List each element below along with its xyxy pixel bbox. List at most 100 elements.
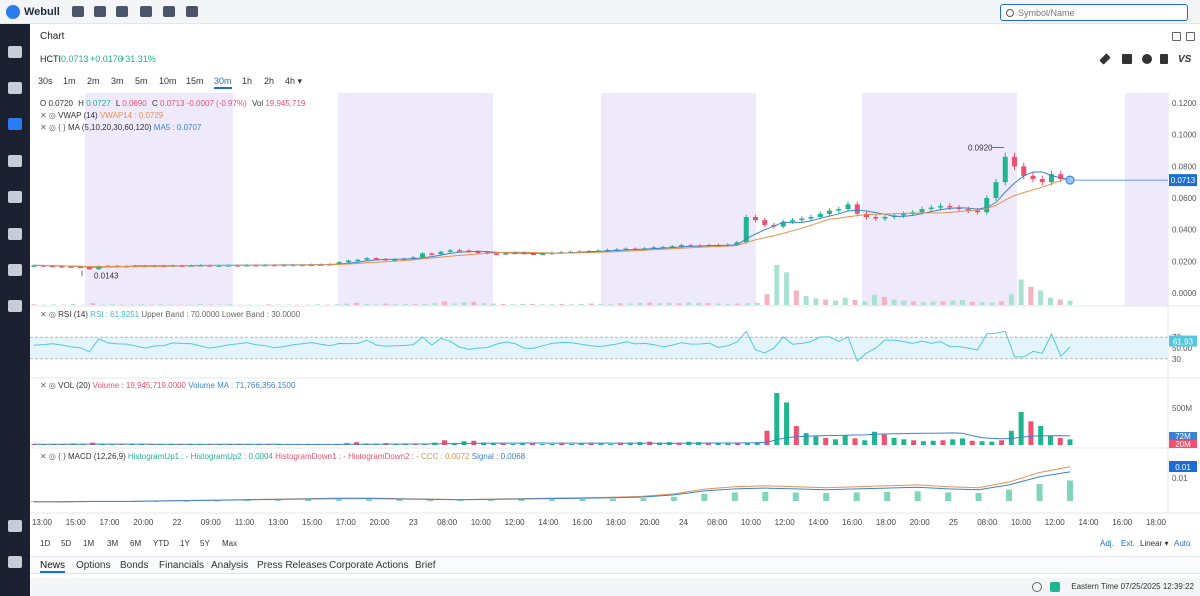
timeframe-7[interactable]: 30m (214, 76, 232, 89)
timeframe-0[interactable]: 30s (38, 76, 53, 86)
macd-hist-6 (213, 500, 220, 502)
screener-icon[interactable] (8, 191, 22, 203)
vol-bar-59 (608, 444, 614, 445)
indicator-icon[interactable] (1122, 54, 1132, 64)
vol-bar-104 (1047, 435, 1053, 445)
settings-icon[interactable] (8, 556, 22, 568)
webull-logo[interactable]: Webull (6, 5, 60, 19)
news-tab-4[interactable]: Analysis (211, 560, 249, 571)
ma-legend[interactable]: ✕ ◎ { } MA (5,10,20,30,60,120) MA5 : 0.0… (40, 123, 202, 132)
notification-icon[interactable] (186, 6, 198, 17)
alert-icon[interactable] (1142, 54, 1152, 64)
tools-icon[interactable] (8, 228, 22, 240)
range-1d[interactable]: 1D (40, 539, 51, 548)
wallet-icon[interactable] (8, 264, 22, 276)
timeframe-10[interactable]: 4h ▾ (285, 76, 303, 86)
monitor-icon[interactable] (116, 6, 128, 17)
vol-bar-85 (862, 440, 868, 445)
rsi-value: RSI : 61.9251 (90, 310, 140, 319)
megaphone-icon[interactable] (140, 6, 152, 17)
markets-icon[interactable] (8, 155, 22, 167)
news-tab-7[interactable]: Brief (415, 560, 436, 571)
timeframe-1[interactable]: 1m (63, 76, 76, 86)
macd-legend[interactable]: ✕ ◎ { } MACD (12,26,9) HistogramUp1 : - … (40, 452, 526, 461)
chart-area[interactable]: 0.1200 0.1000 0.0800 0.0600 0.0400 0.0200 0.00… (30, 93, 1200, 533)
macd-hist-23 (731, 492, 738, 501)
range-ytd[interactable]: YTD (153, 539, 169, 548)
ext-toggle[interactable]: Ext. (1121, 539, 1135, 548)
macd-hist-24 (762, 491, 769, 501)
range-5y[interactable]: 5Y (200, 539, 210, 548)
news-tab-6[interactable]: Corporate Actions (329, 560, 409, 571)
search-box[interactable] (1000, 4, 1188, 21)
vol-legend[interactable]: ✕ ◎ VOL (20) Volume : 19,945,719.0000 Vo… (40, 381, 296, 390)
message-icon[interactable] (8, 520, 22, 532)
orders-icon[interactable] (8, 82, 22, 94)
macd-hist-15 (488, 499, 495, 501)
candle-44 (438, 250, 444, 256)
macd-hist-29 (914, 491, 921, 501)
candle-body (355, 259, 361, 262)
timeframe-6[interactable]: 15m (186, 76, 204, 86)
range-1y[interactable]: 1Y (180, 539, 190, 548)
l-label: L (115, 99, 121, 108)
timeframe-9[interactable]: 2h (264, 76, 275, 86)
price-vol-bar-99 (999, 301, 1005, 305)
popout-icon[interactable] (1172, 32, 1181, 41)
range-1m[interactable]: 1M (83, 539, 95, 548)
pencil-icon[interactable] (1099, 53, 1111, 65)
search-input[interactable] (1018, 7, 1178, 18)
news-tab-3[interactable]: Financials (159, 560, 205, 571)
ma10-line (33, 176, 1071, 268)
chart-svg[interactable]: 0.1200 0.1000 0.0800 0.0600 0.0400 0.0200 0.00… (30, 93, 1200, 533)
macd-hd1: HistogramDown1 : - (275, 452, 346, 461)
candle-81 (780, 219, 786, 229)
mail-icon[interactable] (72, 6, 84, 17)
timeframe-2[interactable]: 2m (87, 76, 100, 86)
range-max[interactable]: Max (222, 539, 238, 548)
rsi-legend[interactable]: ✕ ◎ RSI (14) RSI : 61.9251 Upper Band : … (40, 310, 301, 319)
news-tab-5[interactable]: Press Releases (257, 560, 328, 571)
candle-92 (882, 214, 888, 221)
rsi-tag: 61.93 (1173, 338, 1194, 347)
macd-tag-bg (1169, 461, 1197, 472)
price-vol-bar-36 (383, 303, 389, 305)
timeframe-8[interactable]: 1h (242, 76, 253, 86)
maximize-icon[interactable] (1186, 32, 1195, 41)
timeframe-5[interactable]: 10m (159, 76, 177, 86)
dashboard-icon[interactable] (94, 6, 106, 17)
price-vol-bar-81 (823, 299, 829, 305)
range-5d[interactable]: 5D (61, 539, 72, 548)
macd-hist-33 (1036, 483, 1043, 501)
adj-toggle[interactable]: Adj. (1100, 539, 1114, 548)
calculator-icon[interactable] (8, 300, 22, 312)
vwap-legend[interactable]: ✕ ◎ VWAP (14) VWAP14 : 0.0729 (40, 111, 164, 120)
price-vol-bar-62 (637, 302, 643, 305)
timeframe-3[interactable]: 3m (111, 76, 124, 86)
rsi-name: RSI (14) (58, 310, 88, 319)
timeframe-4[interactable]: 5m (135, 76, 148, 86)
compare-icon[interactable]: VS (1178, 54, 1192, 65)
range-6m[interactable]: 6M (130, 539, 142, 548)
video-icon[interactable] (163, 6, 175, 17)
news-tab-0[interactable]: News (40, 560, 66, 573)
chart-icon[interactable] (8, 118, 22, 130)
price-tick-5: 0.0200 (1172, 257, 1197, 266)
price-vol-bar-31 (334, 304, 340, 305)
candle-body (1058, 174, 1064, 179)
watchlist-icon[interactable] (8, 46, 22, 58)
x-tick-31: 14:00 (1078, 518, 1099, 527)
range-3m[interactable]: 3M (107, 539, 119, 548)
news-tab-1[interactable]: Options (76, 560, 111, 571)
ticker[interactable]: HCTI (40, 54, 61, 64)
candle-type-icon[interactable] (1160, 54, 1168, 64)
auto-toggle[interactable]: Auto (1174, 539, 1191, 548)
candle-89 (854, 201, 860, 217)
news-tab-2[interactable]: Bonds (120, 560, 149, 571)
refresh-icon[interactable] (1032, 582, 1042, 592)
rsi-50-label: 50.00 (1172, 344, 1193, 353)
macd-hist-5 (183, 500, 190, 502)
scale-select[interactable]: Linear ▾ (1140, 539, 1169, 548)
tab-chart[interactable]: Chart (40, 31, 65, 42)
candle-body (494, 253, 499, 255)
